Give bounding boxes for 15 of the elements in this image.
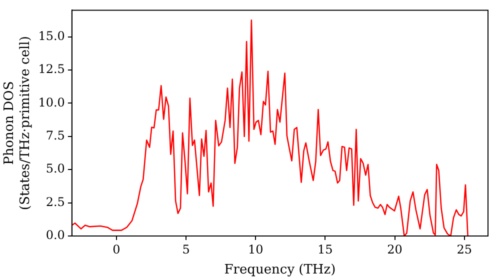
x-axis-title: Frequency (THz) [224,262,336,278]
x-tick-label: 10 [248,242,264,256]
x-tick-label: 15 [318,242,333,256]
y-tick-label: 10.0 [38,95,65,110]
y-axis-title: Phonon DOS (States/THz·primitive cell) [2,36,33,210]
y-tick-label: 2.5 [46,194,65,209]
y-tick-label: 0.0 [46,228,65,242]
y-tick-label: 15.0 [38,28,65,43]
y-tick-label: 12.5 [38,62,65,76]
y-tick-label: 5.0 [46,162,65,176]
y-tick-label: 7.5 [46,128,65,143]
x-tick-label: 25 [456,242,472,256]
x-tick-label: 20 [387,242,402,256]
x-tick-label: 0 [112,242,120,256]
x-tick-label: 5 [182,242,190,256]
